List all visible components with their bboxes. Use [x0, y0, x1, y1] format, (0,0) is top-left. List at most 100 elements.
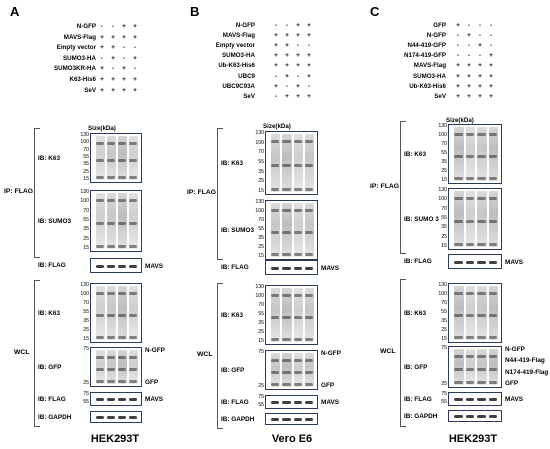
blot-band	[293, 188, 302, 191]
blot-image	[448, 410, 502, 422]
mw-label: 35	[83, 161, 89, 168]
treatment-mark: +	[296, 32, 300, 40]
mw-label: 55	[258, 226, 264, 232]
blot-lane	[107, 286, 116, 340]
blot-band	[107, 380, 115, 383]
blot-lane	[118, 136, 127, 180]
blot-image	[90, 283, 142, 343]
treatment-label: MAVS-Flag	[63, 33, 96, 41]
blot-band	[129, 416, 137, 419]
blot-image	[90, 133, 142, 183]
mw-label: 15	[83, 336, 89, 342]
wcl-bracket	[34, 280, 40, 427]
treatment-mark: +	[274, 82, 278, 90]
ib-label: IB: SUMO 3	[404, 215, 439, 223]
blot-band	[271, 338, 280, 341]
mw-label: 25	[258, 329, 264, 335]
treatment-mark: +	[307, 72, 311, 80]
ip-label: IP: FLAG	[4, 188, 34, 195]
ib-label: IB: K63	[404, 150, 427, 158]
blot-image	[448, 254, 502, 269]
blot-band	[454, 243, 463, 246]
blot-band	[96, 264, 104, 268]
blot-band	[96, 176, 104, 179]
blot-band	[282, 359, 291, 362]
blot-image	[265, 395, 318, 409]
treatment-mark: +	[307, 92, 311, 100]
blot-band	[118, 292, 126, 295]
blot-band	[488, 292, 497, 295]
blot-band	[465, 355, 474, 358]
mw-label: 75	[441, 391, 447, 397]
treatment-mark: +	[111, 33, 115, 41]
blot-band	[488, 260, 497, 264]
blot-band	[293, 231, 302, 234]
blot-band	[271, 231, 280, 234]
treatment-mark: +	[100, 33, 104, 41]
ip-bracket	[217, 128, 223, 260]
cell-line-label: Vero E6	[271, 433, 313, 445]
blot-band	[293, 294, 302, 297]
blot-lane	[129, 193, 138, 249]
blot-band	[282, 231, 291, 234]
mw-label: 70	[441, 141, 447, 147]
blot-lane	[477, 286, 487, 340]
blot-band	[271, 359, 280, 362]
blot-band	[282, 338, 291, 341]
blot-lane	[282, 134, 292, 192]
blot-band	[477, 197, 486, 200]
ib-label: IB: FLAG	[38, 395, 66, 403]
blot-lane	[118, 350, 127, 384]
blot-band	[293, 338, 302, 341]
treatment-mark: +	[122, 33, 126, 41]
blot-band	[465, 415, 474, 418]
treatment-mark: -	[296, 72, 300, 80]
blot-lane	[477, 191, 487, 247]
blot-image	[265, 200, 318, 260]
blot-band	[282, 383, 291, 386]
ib-label: IB: K63	[38, 309, 61, 317]
blot-band	[96, 292, 104, 295]
blot-band	[293, 209, 302, 212]
blot-band	[293, 359, 302, 362]
mw-label: 100	[80, 291, 89, 297]
treatment-mark: +	[285, 92, 289, 100]
band-annotation: N174-419-Flag	[505, 368, 549, 376]
treatment-mark: +	[456, 22, 460, 29]
treatment-mark: -	[100, 23, 104, 30]
mw-label: 55	[441, 309, 447, 315]
treatment-mark: -	[285, 82, 289, 90]
treatment-mark: +	[489, 92, 493, 100]
treatment-mark: +	[478, 92, 482, 100]
blot-band	[118, 356, 126, 359]
blot-band	[465, 336, 474, 339]
blot-band	[454, 155, 463, 158]
blot-band	[282, 294, 291, 297]
treatment-mark: -	[296, 42, 300, 50]
mw-label: 15	[258, 253, 264, 259]
treatment-label: SeV	[84, 86, 96, 94]
blot-band	[96, 159, 104, 162]
blot-band	[282, 266, 291, 270]
mw-label: 15	[441, 336, 447, 342]
treatment-label: UBC9C93A	[222, 82, 255, 90]
blot-band	[96, 356, 104, 359]
blot-band	[304, 418, 313, 421]
blot-band	[282, 140, 291, 143]
blot-band	[107, 245, 115, 248]
blot-band	[107, 159, 115, 162]
mw-label: 130	[255, 199, 264, 205]
treatment-mark: -	[111, 65, 115, 73]
blot-band	[271, 401, 280, 404]
blot-band	[107, 336, 115, 339]
blot-image	[448, 392, 502, 406]
treatment-mark: -	[456, 32, 460, 40]
ib-label: IB: GAPDH	[404, 412, 438, 420]
blot-image	[90, 258, 142, 273]
mw-label: 25	[441, 168, 447, 174]
blot-band	[488, 355, 497, 358]
treatment-label: MAVS-Flag	[413, 62, 446, 70]
mw-label: 100	[438, 132, 447, 138]
blot-band	[96, 398, 104, 401]
mw-label: 25	[83, 380, 89, 386]
